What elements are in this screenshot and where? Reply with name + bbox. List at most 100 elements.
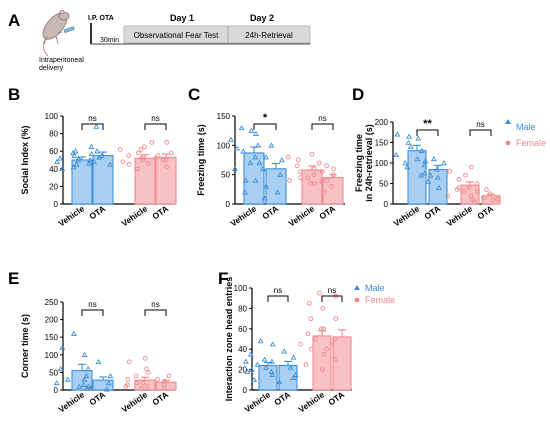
data-point bbox=[86, 160, 93, 166]
data-point bbox=[319, 367, 325, 372]
y-tick-label: 0 bbox=[226, 200, 231, 209]
data-point bbox=[285, 154, 291, 160]
data-point bbox=[461, 189, 467, 195]
data-point bbox=[287, 364, 294, 370]
data-point bbox=[135, 166, 140, 172]
data-point bbox=[321, 326, 327, 332]
data-point bbox=[455, 187, 460, 192]
data-point bbox=[322, 189, 327, 195]
y-tick-label: 60 bbox=[238, 325, 247, 334]
data-point bbox=[430, 156, 437, 162]
data-point bbox=[297, 169, 303, 175]
category-label: Vehicle bbox=[228, 203, 258, 228]
data-point bbox=[425, 178, 432, 184]
data-point bbox=[133, 373, 139, 379]
data-point bbox=[251, 376, 258, 383]
category-label: Vehicle bbox=[56, 203, 86, 228]
data-point bbox=[252, 130, 259, 136]
data-point bbox=[81, 351, 88, 358]
delivery-label-2: delivery bbox=[39, 65, 64, 72]
data-point bbox=[290, 354, 297, 360]
y-tick-label: 60 bbox=[49, 147, 58, 156]
significance-bracket bbox=[144, 123, 167, 130]
significance-label: ns bbox=[88, 114, 96, 123]
data-point bbox=[234, 145, 241, 151]
data-point bbox=[96, 154, 103, 160]
data-point bbox=[263, 364, 269, 370]
data-point bbox=[248, 366, 255, 372]
test1-label: Observational Fear Test bbox=[134, 31, 220, 40]
data-point bbox=[91, 158, 98, 165]
bar-female-vehicle bbox=[134, 157, 156, 205]
data-point bbox=[308, 181, 314, 186]
data-point bbox=[256, 160, 263, 166]
significance-bracket bbox=[469, 129, 492, 136]
data-point bbox=[316, 160, 322, 166]
data-point bbox=[80, 381, 87, 387]
data-point bbox=[164, 164, 170, 170]
data-point bbox=[59, 344, 66, 351]
data-point bbox=[294, 163, 300, 169]
data-point bbox=[252, 154, 259, 160]
data-point bbox=[117, 147, 123, 152]
data-point bbox=[136, 150, 141, 156]
data-point bbox=[447, 168, 452, 174]
data-point bbox=[269, 341, 276, 347]
data-point bbox=[305, 175, 311, 180]
panel-letter-b: B bbox=[8, 85, 20, 104]
data-point bbox=[252, 177, 259, 183]
data-point bbox=[435, 184, 442, 190]
data-point bbox=[393, 151, 400, 158]
data-point bbox=[320, 306, 326, 311]
data-point bbox=[263, 154, 270, 160]
category-label: Vehicle bbox=[444, 203, 474, 228]
data-point bbox=[414, 156, 421, 162]
y-tick-label: 150 bbox=[375, 139, 389, 148]
data-point bbox=[81, 376, 88, 382]
legend-male-label: Male bbox=[516, 122, 536, 132]
category-label: Vehicle bbox=[119, 389, 149, 414]
data-point bbox=[298, 341, 303, 347]
y-axis-label: Interaction zone head entries bbox=[224, 277, 234, 402]
data-point bbox=[70, 330, 77, 336]
y-tick-label: 50 bbox=[221, 171, 230, 180]
category-label: OTA bbox=[422, 203, 442, 221]
y-tick-label: 150 bbox=[217, 112, 231, 121]
panel-letter-c: C bbox=[188, 85, 200, 104]
data-point bbox=[482, 195, 487, 201]
data-point bbox=[298, 175, 303, 180]
y-axis-label: Social Index (%) bbox=[20, 125, 30, 194]
panel-letter-e: E bbox=[8, 269, 19, 288]
data-point bbox=[120, 159, 126, 165]
data-point bbox=[149, 140, 155, 145]
significance-bracket bbox=[81, 309, 104, 316]
data-point bbox=[331, 172, 336, 178]
data-point bbox=[85, 383, 92, 389]
data-point bbox=[474, 181, 480, 186]
category-label: Vehicle bbox=[56, 389, 86, 414]
bar-female-vehicle bbox=[312, 335, 332, 391]
data-point bbox=[93, 123, 100, 129]
y-tick-label: 20 bbox=[49, 182, 58, 191]
data-point bbox=[490, 197, 496, 203]
category-label: OTA bbox=[150, 389, 170, 407]
day1-label: Day 1 bbox=[170, 13, 194, 23]
y-tick-label: 80 bbox=[238, 304, 247, 313]
data-point bbox=[94, 148, 101, 154]
y-tick-label: 40 bbox=[238, 345, 247, 354]
day2-label: Day 2 bbox=[250, 13, 274, 23]
data-point bbox=[319, 179, 325, 185]
data-point bbox=[324, 346, 330, 352]
legend-male-marker bbox=[505, 119, 511, 124]
bar-female-ota bbox=[332, 336, 352, 391]
y-tick-label: 0 bbox=[243, 386, 248, 395]
data-point bbox=[166, 373, 172, 379]
data-point bbox=[238, 124, 245, 130]
data-point bbox=[495, 196, 501, 202]
data-point bbox=[160, 157, 166, 163]
data-point bbox=[487, 191, 493, 197]
legend-top: Male Female bbox=[505, 119, 546, 148]
significance-bracket bbox=[267, 295, 289, 302]
data-point bbox=[418, 147, 425, 153]
